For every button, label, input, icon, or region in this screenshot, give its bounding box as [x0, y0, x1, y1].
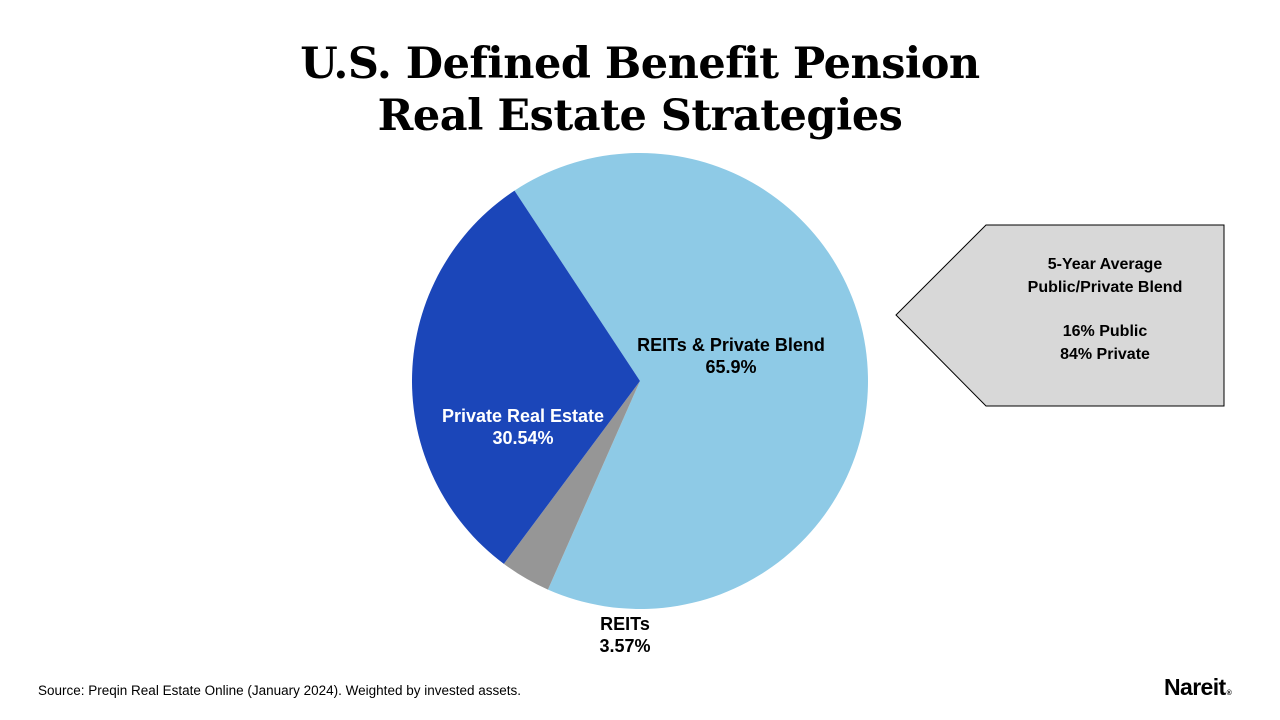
chart-title-line2: Real Estate Strategies	[377, 91, 903, 141]
callout-spacer	[986, 299, 1224, 321]
pie-slices	[412, 152, 868, 609]
slice-label-private-real-estate: Private Real Estate	[442, 406, 604, 426]
slice-value-private-real-estate: 30.54%	[492, 428, 553, 448]
slice-value-reits-private-blend: 65.9%	[705, 357, 756, 377]
callout-arrow-shape	[895, 224, 1225, 407]
slice-label-reits: REITs	[600, 614, 650, 634]
slice-value-reits: 3.57%	[599, 636, 650, 656]
callout-line-2: Public/Private Blend	[1027, 278, 1183, 296]
callout-line-4: 84% Private	[1060, 345, 1150, 363]
callout-box: 5-Year Average Public/Private Blend 16% …	[986, 254, 1224, 366]
logo-text: Nareit	[1164, 674, 1226, 700]
pie-slice-private-real-estate	[412, 190, 640, 564]
pie-slice-reits	[503, 381, 640, 590]
pie-slice-reits-private-blend	[514, 152, 868, 609]
slice-label-reits-private-blend: REITs & Private Blend	[637, 335, 825, 355]
callout-line-1: 5-Year Average	[1047, 256, 1163, 273]
source-note: Source: Preqin Real Estate Online (Janua…	[38, 683, 522, 698]
nareit-logo: Nareit®	[1164, 674, 1232, 701]
chart-title: U.S. Defined Benefit Pension Real Estate…	[0, 38, 1280, 142]
callout-line-3: 16% Public	[1062, 323, 1148, 340]
registered-mark: ®	[1226, 690, 1232, 697]
chart-title-line1: U.S. Defined Benefit Pension	[300, 39, 980, 89]
